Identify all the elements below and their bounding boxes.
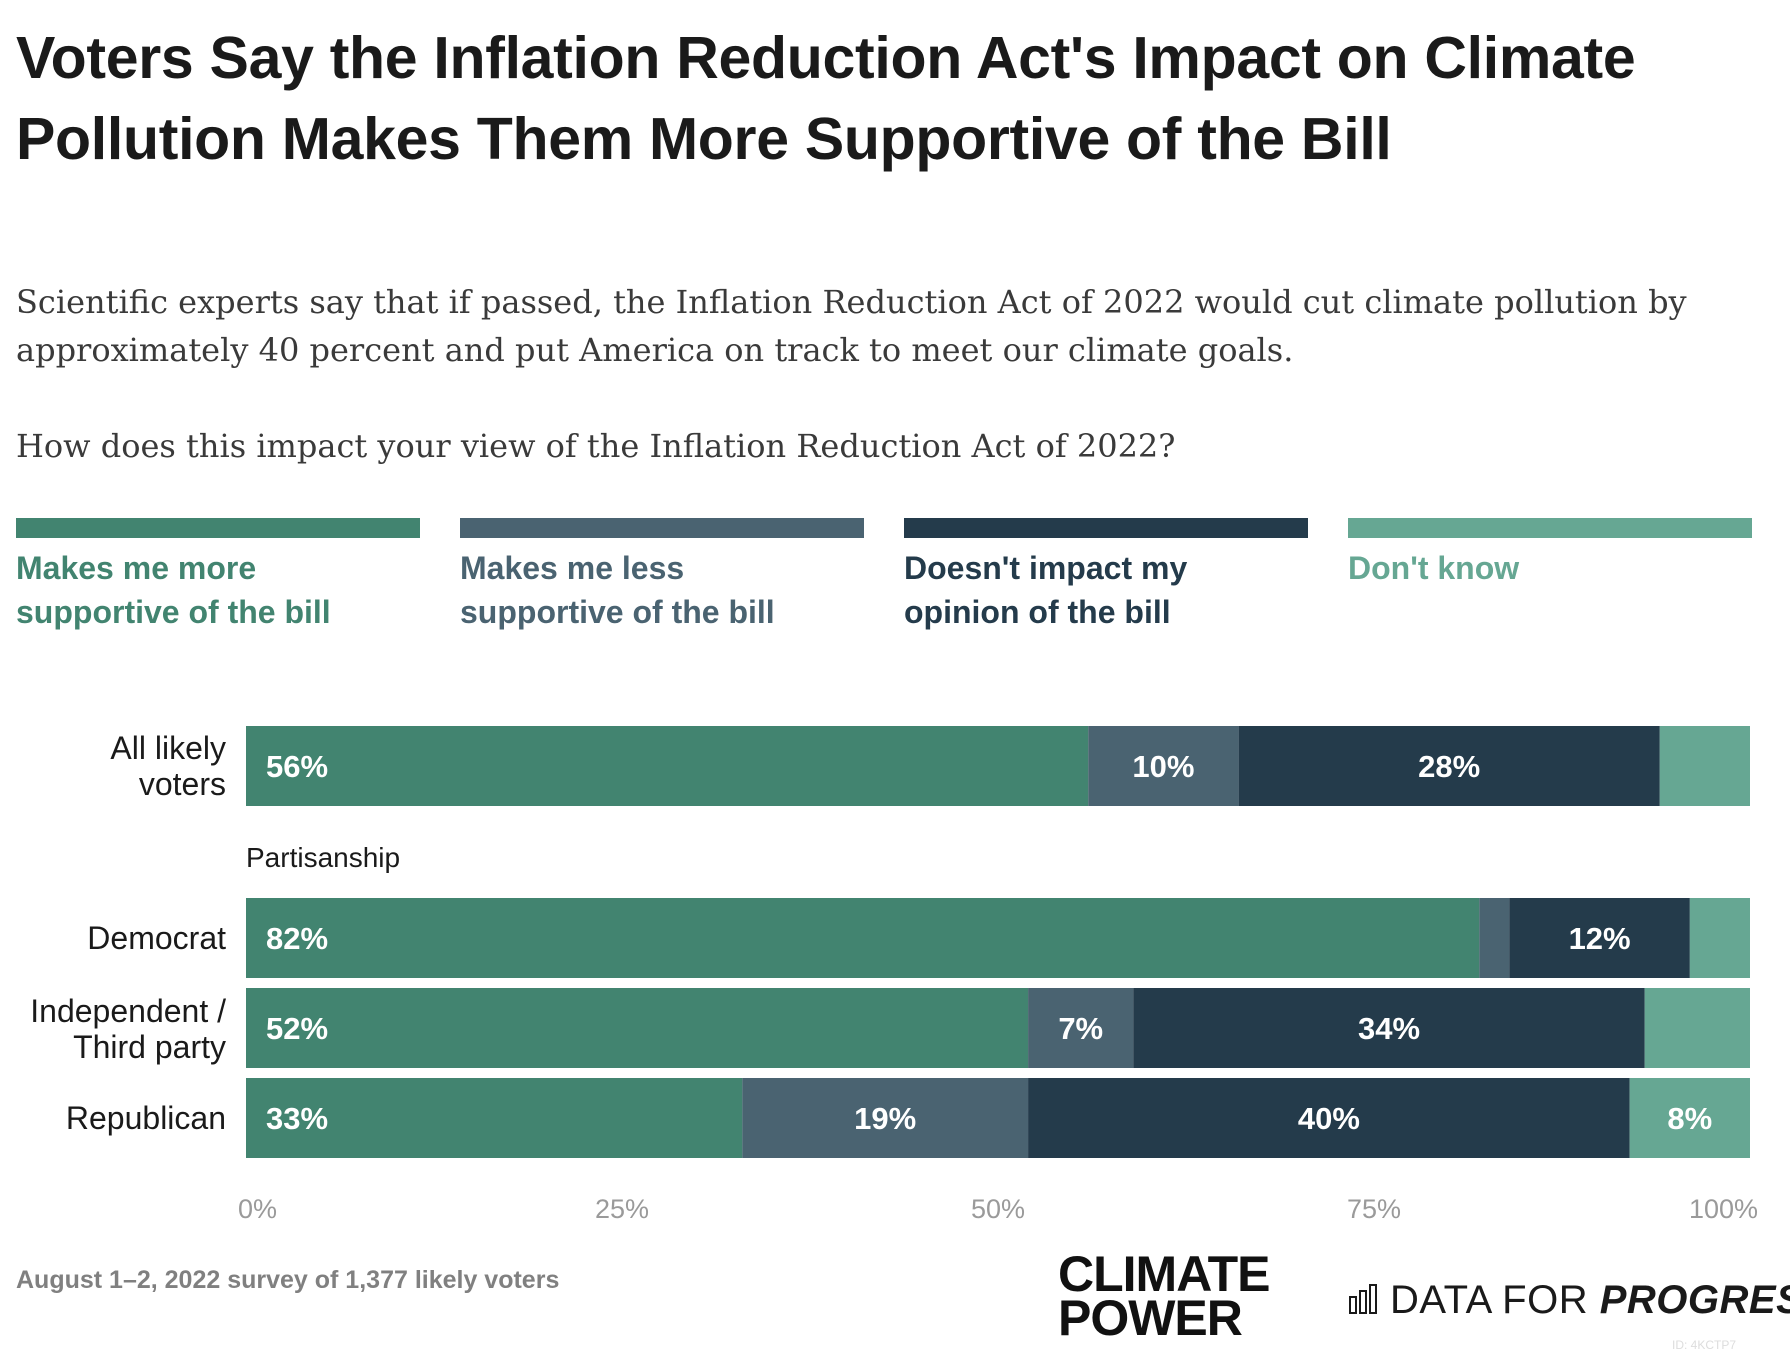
bar-segment (1133, 988, 1645, 1068)
climate-power-logo-line2: POWER (1058, 1290, 1243, 1346)
bar-segment (246, 1078, 743, 1158)
legend-label: Makes me more supportive of the bill (16, 550, 331, 630)
bar-chart-icon (1349, 1284, 1377, 1314)
legend-swatch (460, 518, 864, 538)
climate-power-logo: CLIMATE POWER (1058, 1246, 1270, 1346)
data-label: 12% (1569, 921, 1631, 956)
x-tick-label: 75% (1347, 1194, 1401, 1224)
bar-segment (742, 1078, 1029, 1158)
bar-segment (1509, 898, 1690, 978)
x-tick-label: 50% (971, 1194, 1025, 1224)
data-label: 10% (1132, 749, 1194, 784)
legend-label: Makes me less supportive of the bill (460, 550, 775, 630)
legend-swatch (904, 518, 1308, 538)
legend-label: Don't know (1348, 550, 1520, 586)
bar-segment (1088, 726, 1239, 806)
data-for-progress-logo: DATA FOR PROGRESS (1348, 1278, 1790, 1323)
x-tick-label: 0% (238, 1194, 277, 1224)
x-tick-label: 100% (1689, 1194, 1758, 1224)
chart-title: Voters Say the Inflation Reduction Act's… (16, 25, 1636, 172)
data-label: 56% (266, 749, 328, 784)
legend-item-less-supportive: Makes me less supportive of the bill (460, 518, 864, 634)
row-label-independent: Independent / Third party (30, 993, 226, 1065)
bar-segment (1479, 898, 1510, 978)
data-label: 82% (266, 921, 328, 956)
dfp-logo-bold: PROGRESS (1599, 1278, 1790, 1322)
chart-id: ID: 4KCTP7 (1672, 1338, 1737, 1352)
data-label: 33% (266, 1101, 328, 1136)
row-label-democrat: Democrat (87, 920, 226, 956)
legend-label: Doesn't impact my opinion of the bill (904, 550, 1188, 630)
row-label-all-likely-voters: All likely voters (110, 730, 226, 802)
data-label: 19% (854, 1101, 916, 1136)
data-label: 7% (1058, 1011, 1103, 1046)
data-label: 34% (1358, 1011, 1420, 1046)
bar-segment (246, 898, 1480, 978)
data-label: 40% (1298, 1101, 1360, 1136)
bar-segment (1659, 726, 1750, 806)
survey-question: How does this impact your view of the In… (16, 427, 1176, 465)
bar-segment (1028, 1078, 1630, 1158)
dfp-logo-regular: DATA FOR (1390, 1278, 1600, 1322)
stacked-bar-chart: 56% 10% 28% 82% 12% 52% 7% 34% 33% 19% 40% 8% 0% 25% 5… (238, 726, 1758, 1224)
legend-item-no-impact: Doesn't impact my opinion of the bill (904, 518, 1308, 634)
legend-item-more-supportive: Makes me more supportive of the bill (16, 518, 420, 634)
row-label-republican: Republican (65, 1100, 226, 1136)
chart-subtitle: Scientific experts say that if passed, t… (16, 283, 1687, 369)
bar-segment (1629, 1078, 1750, 1158)
group-label-partisanship: Partisanship (246, 842, 401, 873)
x-tick-label: 25% (595, 1194, 649, 1224)
bar-segment (1644, 988, 1750, 1068)
survey-footnote: August 1–2, 2022 survey of 1,377 likely … (16, 1266, 560, 1294)
bar-segment (1238, 726, 1660, 806)
bar-segment (246, 988, 1029, 1068)
climate-power-logo-line1: CLIMATE (1058, 1246, 1270, 1302)
legend-swatch (16, 518, 420, 538)
legend-swatch (1348, 518, 1752, 538)
legend-item-dont-know: Don't know (1348, 518, 1752, 590)
bar-segment (246, 726, 1089, 806)
bar-segment (1689, 898, 1750, 978)
data-label: 52% (266, 1011, 328, 1046)
data-label: 8% (1667, 1101, 1712, 1136)
data-label: 28% (1418, 749, 1480, 784)
bar-segment (1028, 988, 1134, 1068)
